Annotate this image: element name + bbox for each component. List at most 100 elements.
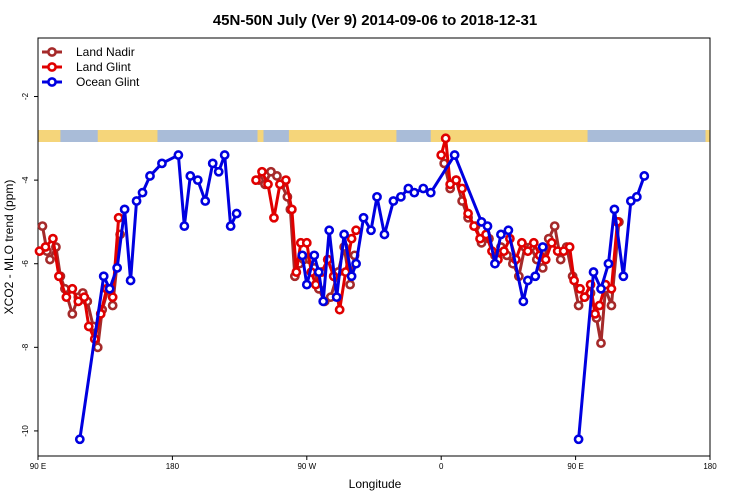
data-point-ocean-glint[interactable] [537,242,548,252]
data-point-ocean-glint[interactable] [231,208,242,219]
data-point-ocean-glint[interactable] [157,158,167,169]
data-point-land-glint[interactable] [286,204,297,215]
data-point-land-glint[interactable] [301,237,312,248]
data-point-ocean-glint[interactable] [200,196,211,206]
data-point-ocean-glint[interactable] [297,250,308,261]
data-point-land-glint[interactable] [40,242,51,252]
data-point-ocean-glint[interactable] [112,262,123,273]
data-point-land-glint[interactable] [263,179,273,190]
data-point-land-glint[interactable] [83,321,94,332]
data-point-ocean-glint[interactable] [74,434,85,445]
data-point-land-nadir[interactable] [92,342,103,353]
data-point-ocean-glint[interactable] [490,258,500,269]
data-point-ocean-glint[interactable] [145,171,155,181]
data-point-land-glint[interactable] [54,271,64,282]
data-point-ocean-glint[interactable] [313,267,324,277]
data-point-ocean-glint[interactable] [425,187,436,198]
data-point-land-glint[interactable] [257,166,267,177]
data-point-ocean-glint[interactable] [225,221,236,231]
data-point-ocean-glint[interactable] [409,187,420,198]
data-point-land-glint[interactable] [251,175,261,186]
data-point-ocean-glint[interactable] [213,166,224,177]
data-point-land-glint[interactable] [594,300,605,311]
data-point-land-glint[interactable] [569,275,580,286]
data-point-ocean-glint[interactable] [618,271,629,282]
data-point-land-glint[interactable] [291,267,302,277]
data-point-land-nadir[interactable] [45,254,55,265]
data-point-land-glint[interactable] [540,254,551,265]
data-point-ocean-glint[interactable] [331,292,342,303]
data-point-land-glint[interactable] [107,292,118,303]
data-point-ocean-glint[interactable] [609,204,620,215]
data-point-ocean-glint[interactable] [351,258,361,269]
data-point-ocean-glint[interactable] [131,196,142,206]
data-point-ocean-glint[interactable] [309,250,320,261]
data-point-ocean-glint[interactable] [588,267,599,277]
data-point-ocean-glint[interactable] [449,150,460,160]
data-point-ocean-glint[interactable] [119,204,130,215]
data-point-land-glint[interactable] [516,237,527,248]
data-point-land-nadir[interactable] [549,221,560,231]
legend-entry-land-nadir[interactable]: Land Nadir [42,45,135,59]
data-point-ocean-glint[interactable] [482,221,493,231]
data-point-ocean-glint[interactable] [522,275,533,286]
data-point-ocean-glint[interactable] [125,275,136,286]
data-point-land-glint[interactable] [61,292,72,303]
data-point-ocean-glint[interactable] [98,271,109,282]
data-point-land-glint[interactable] [79,292,90,303]
data-point-land-nadir[interactable] [555,254,566,265]
legend-entry-land-glint[interactable]: Land Glint [42,60,131,74]
data-point-land-glint[interactable] [522,246,533,257]
data-point-land-glint[interactable] [346,233,357,244]
data-point-ocean-glint[interactable] [530,271,541,282]
data-point-land-glint[interactable] [575,283,585,294]
data-point-land-glint[interactable] [564,242,575,252]
data-point-land-glint[interactable] [351,225,361,236]
data-point-land-nadir[interactable] [37,221,48,231]
data-point-ocean-glint[interactable] [573,434,584,445]
data-point-ocean-glint[interactable] [639,171,650,181]
data-point-land-glint[interactable] [499,246,509,257]
data-point-ocean-glint[interactable] [603,258,614,269]
data-point-land-glint[interactable] [579,292,590,303]
data-point-ocean-glint[interactable] [379,229,390,240]
data-point-land-glint[interactable] [469,221,479,231]
data-point-ocean-glint[interactable] [318,296,329,307]
data-point-ocean-glint[interactable] [173,150,184,160]
data-point-land-nadir[interactable] [345,279,356,290]
data-point-ocean-glint[interactable] [324,225,335,236]
data-point-ocean-glint[interactable] [207,158,218,169]
data-point-ocean-glint[interactable] [631,191,642,202]
data-point-ocean-glint[interactable] [179,221,190,231]
data-point-land-glint[interactable] [463,208,473,219]
data-point-ocean-glint[interactable] [596,283,606,294]
data-point-land-glint[interactable] [310,279,321,290]
data-point-ocean-glint[interactable] [339,229,350,240]
data-point-ocean-glint[interactable] [395,191,406,202]
data-point-land-glint[interactable] [280,175,291,186]
data-point-land-nadir[interactable] [67,308,78,319]
data-point-land-glint[interactable] [440,133,451,144]
data-point-ocean-glint[interactable] [372,191,382,202]
data-point-land-nadir[interactable] [573,300,584,311]
data-point-ocean-glint[interactable] [418,183,429,194]
data-point-ocean-glint[interactable] [192,175,203,186]
data-point-land-nadir[interactable] [107,300,118,311]
data-point-land-glint[interactable] [48,233,58,244]
data-point-ocean-glint[interactable] [219,150,230,160]
data-point-land-nadir[interactable] [596,338,606,349]
legend-entry-ocean-glint[interactable]: Ocean Glint [42,75,140,89]
data-point-land-glint[interactable] [436,150,447,160]
data-point-land-nadir[interactable] [606,300,617,311]
data-point-ocean-glint[interactable] [503,225,514,236]
data-point-land-glint[interactable] [334,304,345,315]
data-point-ocean-glint[interactable] [358,212,369,223]
data-point-ocean-glint[interactable] [137,187,148,198]
data-point-land-glint[interactable] [546,237,557,248]
data-point-land-glint[interactable] [451,175,462,186]
data-point-land-glint[interactable] [528,237,539,248]
data-point-land-nadir[interactable] [537,262,548,273]
data-point-ocean-glint[interactable] [496,229,506,240]
data-point-ocean-glint[interactable] [301,279,312,290]
data-point-ocean-glint[interactable] [346,271,357,282]
